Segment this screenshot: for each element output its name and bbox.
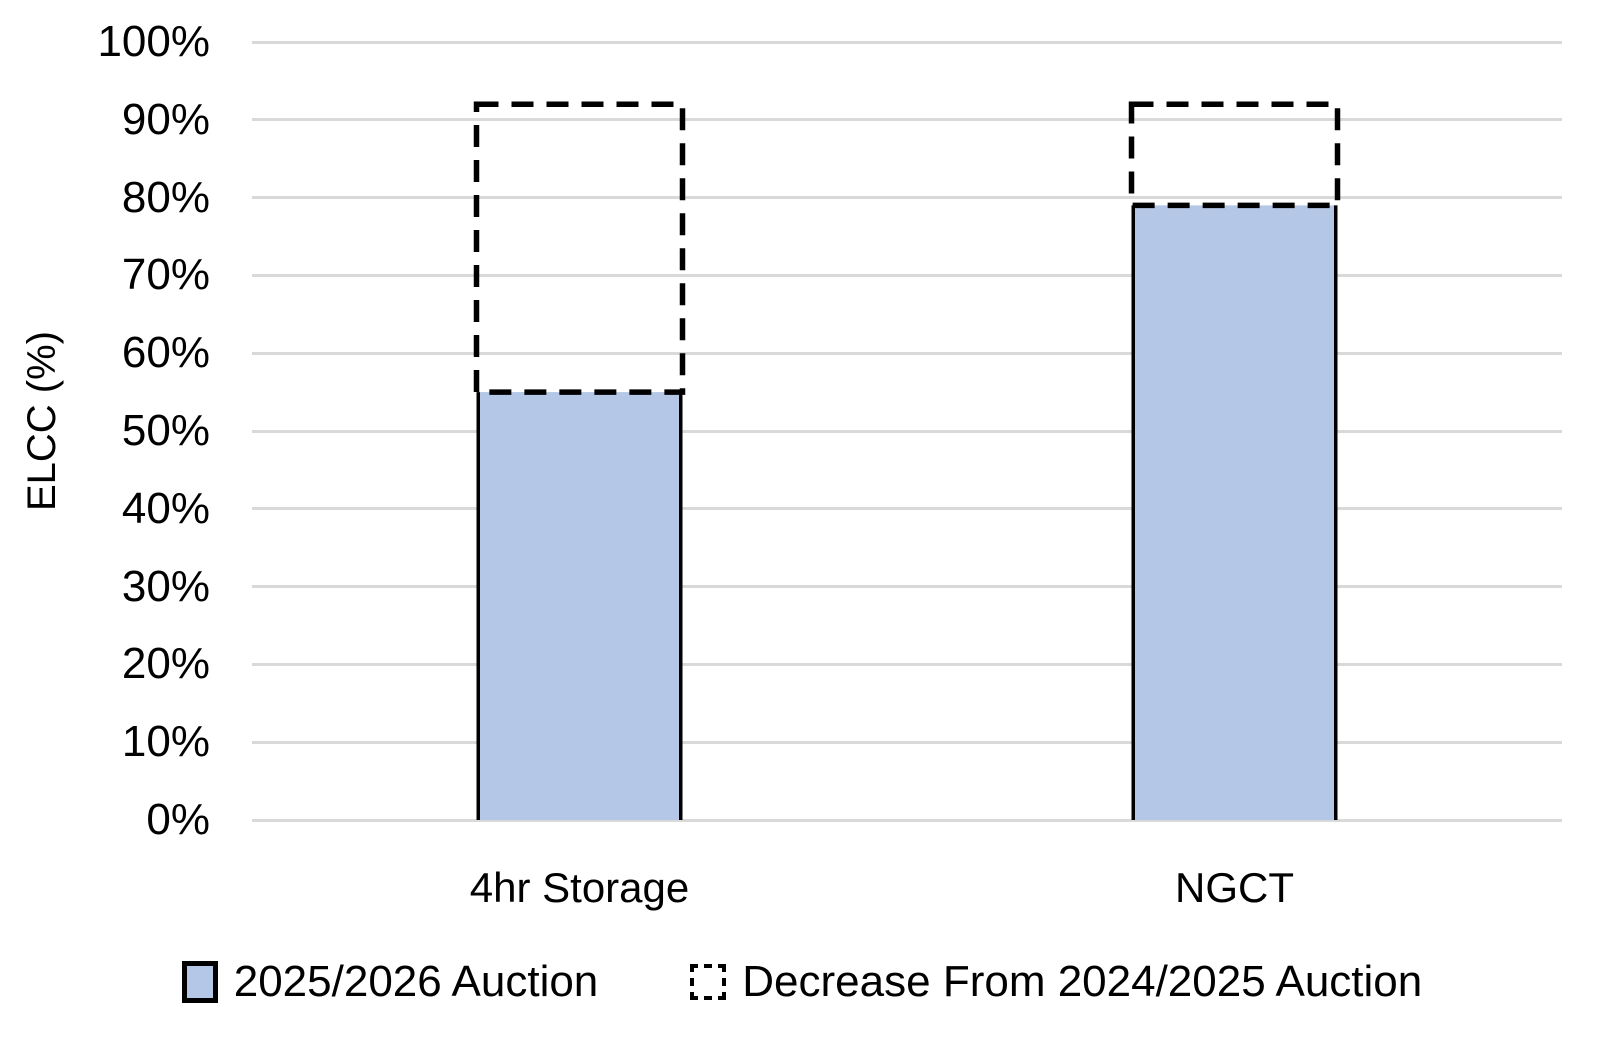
bars-layer [473,101,1341,820]
y-tick-label-100%: 100% [97,17,210,66]
gridline-60% [252,351,1562,355]
x-category-label-4hr Storage: 4hr Storage [469,864,690,911]
y-tick-label-60%: 60% [121,328,210,378]
y-tick-label-0%: 0% [146,795,210,844]
gridline-50% [252,429,1562,433]
legend: 2025/2026 Auction Decrease From 2024/202… [0,956,1604,1008]
y-tick-label-40%: 40% [121,483,210,533]
gridline-90% [252,118,1562,122]
gridline-10% [252,740,1562,744]
gridline-30% [252,585,1562,589]
bar-solid-NGCT [1131,205,1338,820]
gridline-70% [252,273,1562,277]
gridline-20% [252,662,1562,666]
y-tick-label-70%: 70% [121,250,210,300]
bar-dashed-decrease-NGCT [1128,101,1341,209]
legend-label-decrease: Decrease From 2024/2025 Auction [742,957,1423,1006]
legend-swatch-dashed-box-icon [690,964,727,1000]
bar-solid-4hr Storage [476,392,683,820]
x-category-label-NGCT: NGCT [1175,864,1294,911]
bar-dashed-decrease-4hr Storage [473,101,686,395]
y-tick-label-20%: 20% [121,639,210,689]
y-tick-label-30%: 30% [121,561,210,611]
plot-area [252,40,1562,822]
legend-item-decrease: Decrease From 2024/2025 Auction [690,956,1422,1008]
y-tick-label-90%: 90% [121,94,210,144]
legend-label-current-auction: 2025/2026 Auction [233,957,599,1006]
gridline-40% [252,507,1562,511]
y-tick-label-10%: 10% [121,717,210,767]
gridline-0% [252,818,1562,822]
legend-item-current-auction: 2025/2026 Auction [181,956,599,1008]
y-tick-label-50%: 50% [121,406,210,455]
legend-swatch-solid-bar-icon [181,961,218,1003]
gridline-100% [252,40,1562,44]
gridline-80% [252,196,1562,200]
y-tick-label-80%: 80% [121,172,210,222]
